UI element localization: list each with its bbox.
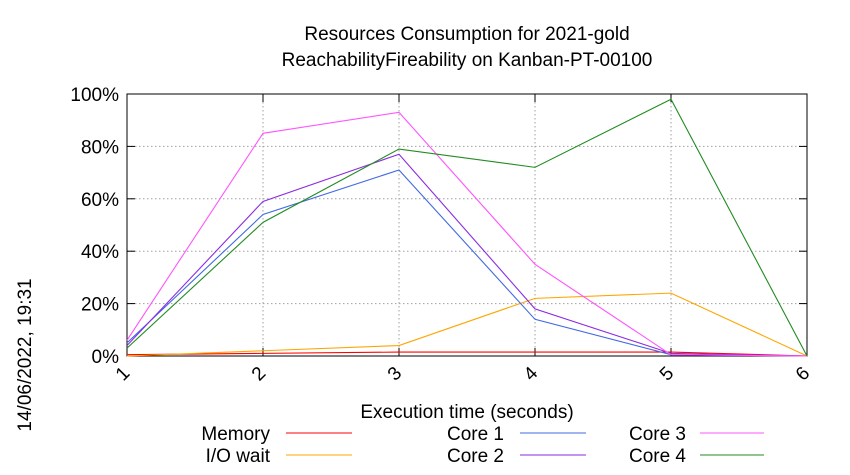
- x-tick-label: 6: [792, 363, 814, 385]
- x-axis-label: Execution time (seconds): [360, 402, 573, 423]
- legend-label: Core 2: [447, 446, 504, 467]
- x-tick-label: 1: [112, 363, 134, 385]
- series-line-core-1: [126, 169, 808, 357]
- y-tick-label: 60%: [81, 190, 119, 211]
- legend-label: I/O wait: [206, 446, 271, 467]
- series-line-core-4: [126, 98, 808, 357]
- series-line-i-o-wait: [126, 292, 808, 357]
- x-tick-label: 4: [520, 363, 543, 386]
- chart-title-line1: Resources Consumption for 2021-gold: [304, 24, 629, 45]
- axes: [126, 93, 808, 357]
- legend-label: Core 1: [447, 424, 504, 445]
- legend-label: Core 3: [629, 424, 686, 445]
- legend-label: Core 4: [629, 446, 686, 467]
- y-tick-label: 40%: [81, 242, 119, 263]
- y-tick-label: 20%: [81, 295, 119, 316]
- chart-title-line2: ReachabilityFireability on Kanban-PT-001…: [282, 50, 653, 71]
- x-tick-label: 2: [248, 363, 270, 385]
- series-line-core-2: [126, 153, 808, 357]
- y-tick-label: 100%: [70, 85, 119, 106]
- tick-labels: 0% 20% 40% 60% 80% 100% 1 2 3 4 5 6: [70, 85, 814, 385]
- y-tick-label: 80%: [81, 137, 119, 158]
- timestamp-label: 14/06/2022, 19:31: [15, 278, 36, 431]
- plot-border: [126, 93, 808, 357]
- series-line-memory: [126, 351, 808, 357]
- x-tick-label: 5: [656, 363, 678, 385]
- data-series: [126, 98, 808, 357]
- x-tick-label: 3: [384, 363, 406, 385]
- series-line-core-3: [126, 111, 808, 357]
- legend-label: Memory: [201, 424, 270, 445]
- grid-lines: [126, 93, 808, 357]
- y-tick-label: 0%: [92, 347, 120, 368]
